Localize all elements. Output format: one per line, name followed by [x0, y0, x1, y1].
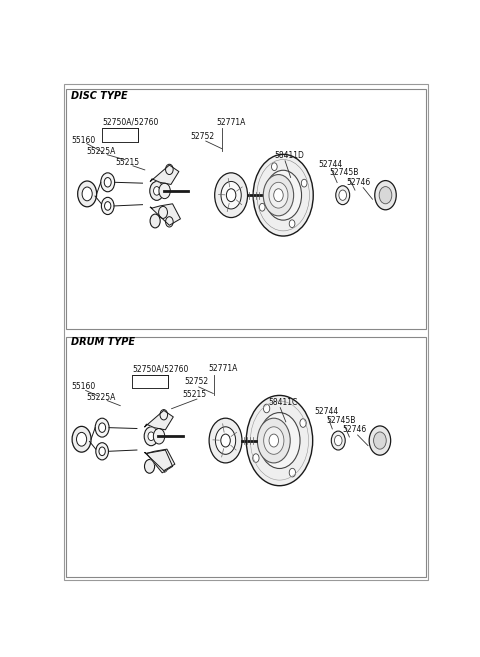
Circle shape	[82, 187, 92, 201]
Circle shape	[257, 419, 290, 463]
Text: 52745B: 52745B	[330, 168, 359, 177]
Text: 55215: 55215	[116, 158, 140, 167]
Circle shape	[153, 452, 162, 464]
Circle shape	[166, 217, 173, 227]
Text: 55225A: 55225A	[86, 393, 115, 401]
Circle shape	[78, 181, 96, 207]
Circle shape	[253, 454, 259, 463]
Circle shape	[76, 432, 86, 446]
Polygon shape	[145, 411, 173, 430]
Circle shape	[253, 154, 313, 236]
Circle shape	[221, 181, 241, 209]
Circle shape	[105, 202, 111, 210]
Circle shape	[95, 419, 109, 437]
Circle shape	[269, 182, 288, 208]
Circle shape	[96, 443, 108, 460]
Circle shape	[274, 189, 283, 202]
Bar	[66, 337, 426, 577]
Bar	[66, 89, 426, 329]
Text: 58411C: 58411C	[268, 397, 298, 407]
Circle shape	[369, 426, 391, 455]
Circle shape	[216, 427, 236, 454]
Circle shape	[215, 173, 248, 217]
Circle shape	[101, 197, 114, 215]
Circle shape	[209, 419, 242, 463]
Polygon shape	[150, 204, 180, 225]
Circle shape	[331, 431, 345, 450]
Text: 52744: 52744	[319, 160, 343, 169]
Circle shape	[144, 459, 155, 473]
Text: 52750A/52760: 52750A/52760	[103, 118, 159, 127]
Circle shape	[272, 163, 277, 171]
Circle shape	[158, 206, 168, 218]
Circle shape	[270, 428, 289, 453]
Text: 52745B: 52745B	[326, 416, 356, 425]
Circle shape	[289, 220, 295, 227]
Text: DISC TYPE: DISC TYPE	[71, 91, 128, 101]
Circle shape	[259, 413, 300, 468]
Polygon shape	[146, 450, 173, 473]
Circle shape	[153, 428, 165, 444]
Circle shape	[150, 214, 160, 228]
Circle shape	[166, 164, 173, 175]
Circle shape	[160, 409, 168, 420]
Text: 55225A: 55225A	[86, 147, 115, 156]
Circle shape	[289, 468, 296, 477]
Text: 52752: 52752	[190, 131, 215, 141]
Text: 52771A: 52771A	[209, 364, 238, 373]
Text: 52752: 52752	[185, 377, 209, 386]
Circle shape	[269, 434, 278, 447]
Circle shape	[150, 181, 164, 200]
Text: 52746: 52746	[347, 177, 371, 187]
Text: 52750A/52760: 52750A/52760	[132, 364, 189, 373]
Circle shape	[336, 186, 349, 204]
Circle shape	[259, 204, 265, 211]
Circle shape	[263, 175, 294, 216]
Circle shape	[275, 183, 292, 207]
Circle shape	[148, 432, 154, 441]
Circle shape	[227, 189, 236, 202]
Text: 52746: 52746	[342, 425, 366, 434]
Polygon shape	[150, 165, 179, 185]
Text: 52771A: 52771A	[216, 118, 246, 127]
Text: 55215: 55215	[183, 390, 207, 399]
Circle shape	[221, 434, 230, 447]
Circle shape	[159, 183, 170, 198]
Text: 52744: 52744	[315, 407, 339, 416]
Text: 55160: 55160	[71, 382, 96, 392]
Circle shape	[264, 404, 270, 413]
Circle shape	[339, 190, 347, 200]
Circle shape	[373, 432, 386, 449]
Circle shape	[144, 427, 158, 445]
Text: 58411D: 58411D	[274, 151, 304, 160]
Circle shape	[154, 187, 160, 195]
Circle shape	[104, 177, 111, 187]
Circle shape	[72, 426, 91, 452]
Circle shape	[301, 179, 307, 187]
Circle shape	[379, 187, 392, 204]
Polygon shape	[145, 449, 175, 470]
Circle shape	[160, 462, 168, 472]
Text: 55160: 55160	[71, 135, 96, 145]
Circle shape	[99, 423, 106, 432]
Circle shape	[300, 419, 306, 427]
Circle shape	[375, 181, 396, 210]
Circle shape	[99, 447, 105, 455]
Circle shape	[246, 396, 312, 486]
Circle shape	[264, 427, 284, 454]
Circle shape	[101, 173, 115, 192]
Circle shape	[265, 170, 301, 220]
Circle shape	[335, 436, 342, 445]
Text: DRUM TYPE: DRUM TYPE	[71, 337, 135, 347]
